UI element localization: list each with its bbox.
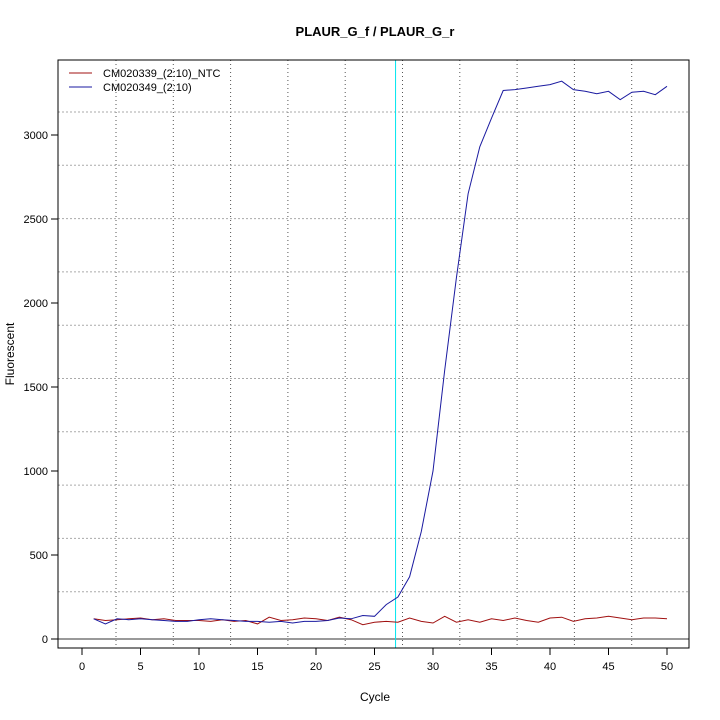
x-tick-label: 35 [485,661,497,673]
y-tick-label: 0 [42,634,48,646]
x-tick-label: 40 [544,661,556,673]
x-tick-label: 0 [79,661,85,673]
x-tick-label: 25 [368,661,380,673]
y-tick-label: 3000 [24,130,48,142]
x-tick-label: 5 [137,661,143,673]
series-line-1 [93,80,668,625]
y-tick-label: 2500 [24,214,48,226]
x-tick-label: 15 [251,661,263,673]
chart-title: PLAUR_G_f / PLAUR_G_r [296,24,455,39]
x-tick-label: 20 [310,661,322,673]
y-tick-label: 1500 [24,382,48,394]
x-tick-label: 10 [193,661,205,673]
legend: CM020339_(2:10)_NTC CM020349_(2:10) [69,68,220,94]
x-tick-label: 45 [602,661,614,673]
y-axis-label: Fluorescent [3,322,17,385]
plot-area [58,60,689,648]
grid [58,60,689,648]
y-tick-label: 500 [30,550,48,562]
legend-label: CM020349_(2:10) [103,82,192,94]
series-line-0 [93,615,668,626]
plot-frame [57,59,690,649]
x-axis-label: Cycle [360,690,390,704]
legend-label: CM020339_(2:10)_NTC [103,68,220,80]
x-tick-label: 50 [661,661,673,673]
y-tick-label: 1000 [24,466,48,478]
x-axis: 0 5 10 15 20 25 30 35 40 45 50 [79,647,673,673]
y-axis: 0 500 1000 1500 2000 2500 3000 [24,130,58,646]
x-tick-label: 30 [427,661,439,673]
y-tick-label: 2000 [24,298,48,310]
